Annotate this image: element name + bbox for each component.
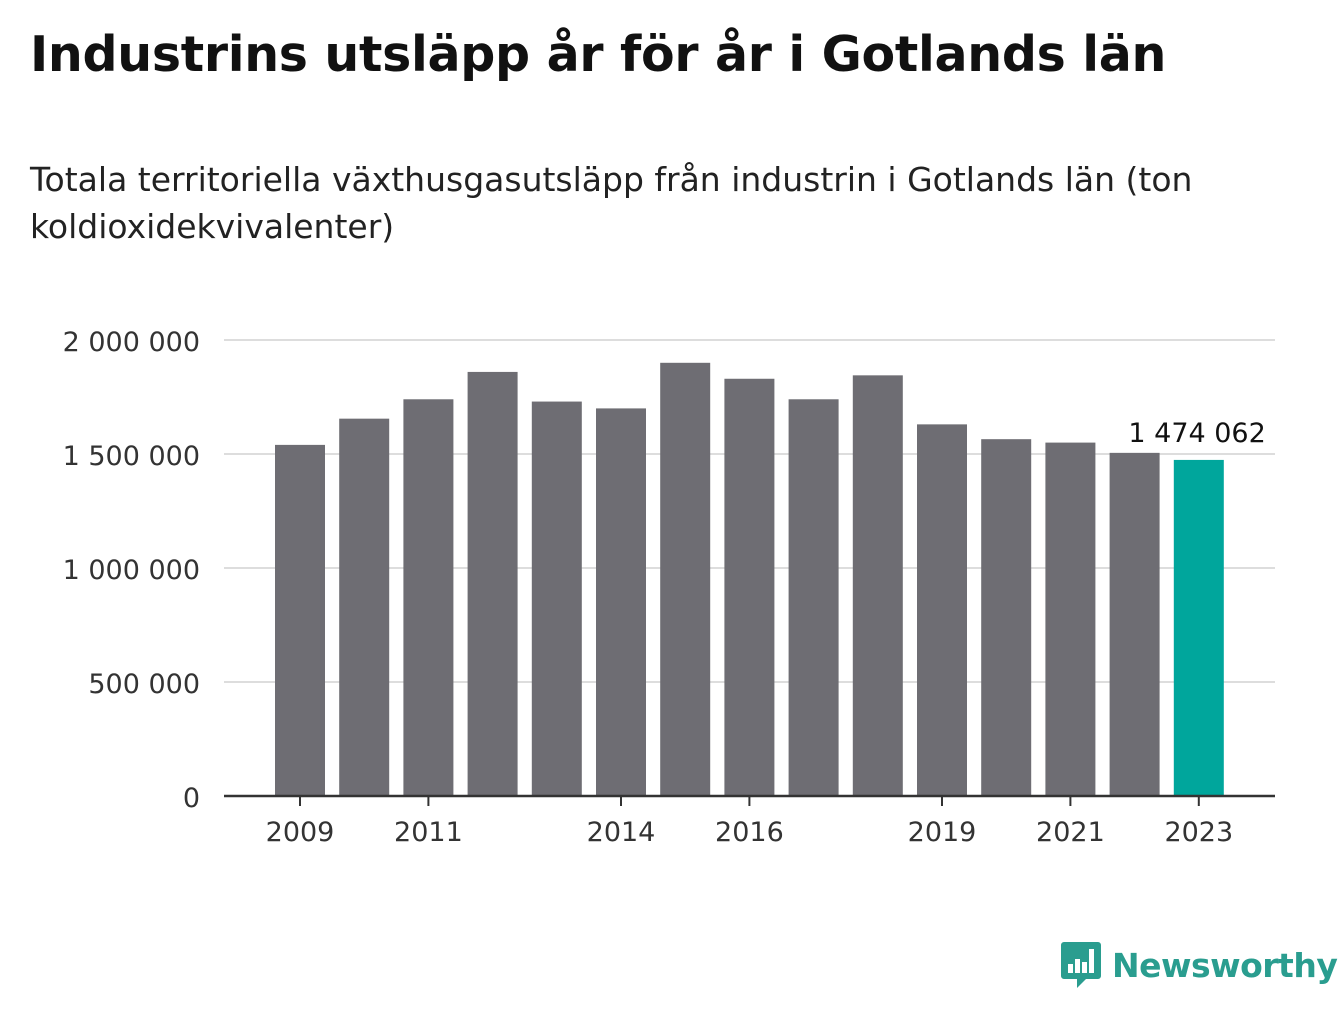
chart-subtitle: Totala territoriella växthusgasutsläpp f… — [30, 160, 1193, 246]
bar-2017 — [788, 399, 839, 796]
highlight-value-label: 1 474 062 — [1128, 418, 1265, 449]
data-labels: 1 474 062 — [1128, 418, 1265, 449]
bar-2019 — [917, 424, 967, 796]
bar-2020 — [981, 439, 1032, 796]
bar-2014 — [596, 408, 646, 796]
x-tick-label: 2023 — [1164, 817, 1233, 848]
bar-2021 — [1045, 442, 1096, 796]
bar-2022 — [1109, 452, 1160, 796]
bar-2018 — [852, 375, 903, 796]
bar-2011 — [403, 399, 454, 796]
x-tick-label: 2016 — [715, 817, 784, 848]
chart-title: Industrins utsläpp år för år i Gotlands … — [30, 26, 1167, 83]
bar-2023 — [1173, 459, 1224, 796]
bars — [275, 362, 1224, 796]
x-tick-label: 2019 — [908, 817, 977, 848]
y-tick-label: 2 000 000 — [63, 327, 200, 358]
x-tick-label: 2009 — [266, 817, 335, 848]
brand-name: Newsworthy — [1112, 945, 1338, 985]
x-tick-label: 2014 — [587, 817, 656, 848]
y-tick-label: 0 — [183, 783, 200, 814]
x-axis-ticks: 2009 2011 2014 2016 2019 2021 2023 — [224, 794, 1275, 848]
y-tick-label: 1 000 000 — [63, 555, 200, 586]
bar-2012 — [467, 371, 518, 796]
x-tick-label: 2021 — [1036, 817, 1105, 848]
y-tick-label: 1 500 000 — [63, 441, 200, 472]
bar-chart-speech-bubble-icon — [1061, 942, 1101, 988]
y-axis-ticks: 0 500 000 1 000 000 1 500 000 2 000 000 — [63, 327, 200, 814]
bar-chart: 0 500 000 1 000 000 1 500 000 2 000 000 2009… — [63, 327, 1275, 848]
newsworthy-logo: Newsworthy — [1060, 940, 1338, 990]
y-tick-label: 500 000 — [88, 669, 200, 700]
bar-2015 — [660, 362, 711, 796]
bar-2016 — [724, 378, 775, 796]
bar-2013 — [531, 401, 582, 796]
bar-2010 — [339, 418, 390, 796]
x-tick-label: 2011 — [394, 817, 463, 848]
bar-2009 — [275, 444, 325, 796]
